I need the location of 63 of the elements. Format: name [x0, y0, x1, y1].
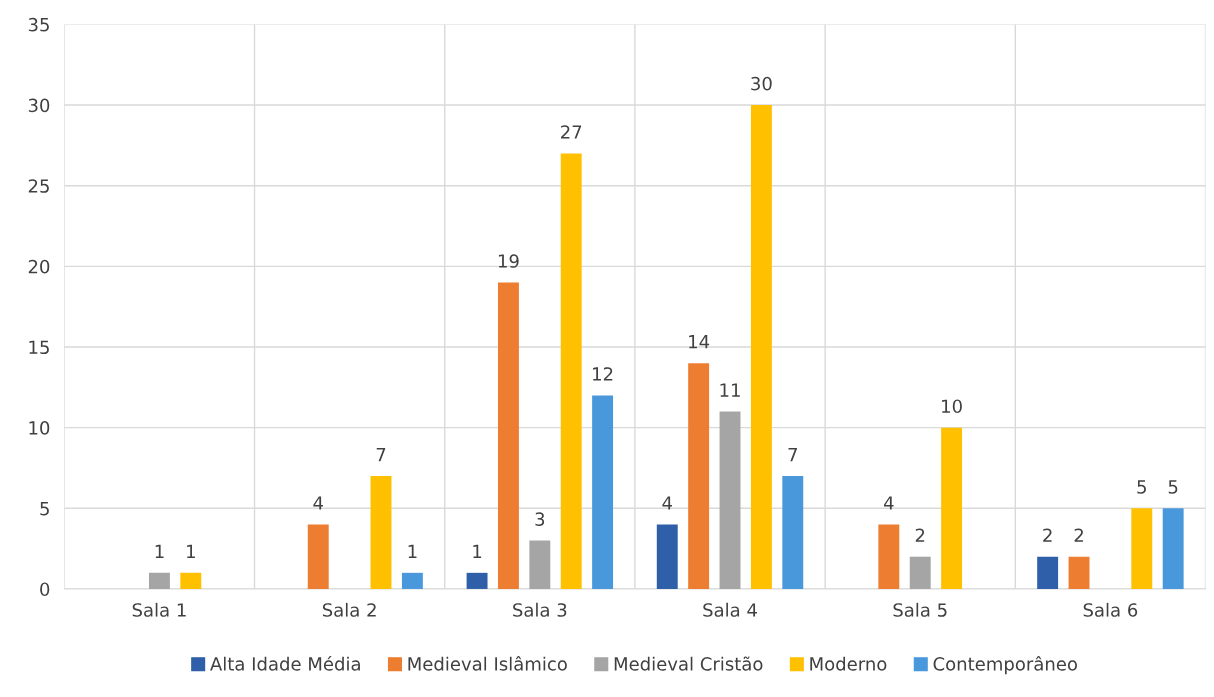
- data-label: 2: [915, 528, 925, 542]
- legend-label: Moderno: [810, 656, 887, 671]
- legend-label: Alta Idade Média: [210, 656, 360, 671]
- x-tick-label: Sala 1: [132, 602, 186, 617]
- y-tick-label: 5: [40, 502, 49, 516]
- data-label: 4: [883, 496, 894, 510]
- data-label: 2: [1074, 528, 1083, 542]
- data-label: 7: [788, 448, 797, 462]
- y-tick-label: 10: [29, 421, 50, 435]
- x-tick-label: Sala 2: [322, 602, 376, 617]
- x-tick-label: Sala 3: [513, 602, 567, 617]
- bar: [750, 105, 772, 589]
- data-label: 1: [408, 544, 417, 558]
- legend-label: Contemporâneo: [933, 656, 1077, 675]
- data-label: 3: [535, 512, 545, 526]
- data-label: 14: [689, 335, 710, 349]
- x-tick-label: Sala 6: [1083, 602, 1138, 617]
- bar: [592, 395, 614, 589]
- bar: [909, 556, 931, 589]
- data-label: 27: [561, 125, 582, 139]
- bar: [782, 476, 804, 589]
- y-tick-label: 15: [29, 340, 49, 355]
- bar: [1068, 556, 1090, 589]
- x-tick-label: Sala 4: [703, 602, 757, 617]
- bar: [688, 363, 710, 589]
- bar: [656, 524, 678, 589]
- data-label: 1: [155, 544, 164, 558]
- y-tick-label: 35: [28, 17, 49, 32]
- data-label: 5: [1168, 480, 1178, 494]
- y-tick-label: 25: [28, 179, 49, 193]
- bar: [1131, 508, 1153, 589]
- data-label: 30: [751, 76, 772, 91]
- data-label: 10: [942, 399, 962, 414]
- x-tick-label: Sala 5: [893, 602, 947, 617]
- bar: [180, 572, 202, 589]
- data-label: 2: [1043, 528, 1052, 542]
- data-label: 12: [593, 367, 613, 381]
- bar: [878, 524, 900, 589]
- data-label: 5: [1137, 480, 1146, 494]
- y-tick-label: 0: [40, 582, 50, 597]
- bar: [466, 572, 488, 589]
- bar: [941, 427, 963, 589]
- legend-label: Medieval Cristão: [614, 656, 763, 671]
- data-label: 11: [720, 383, 740, 397]
- bar: [370, 476, 392, 589]
- y-tick-label: 30: [28, 98, 50, 113]
- bar: [719, 411, 741, 589]
- y-tick-label: 20: [28, 259, 50, 274]
- data-label: 7: [376, 448, 386, 462]
- bar: [529, 540, 551, 589]
- data-label: 1: [473, 544, 482, 558]
- data-label: 4: [662, 496, 672, 510]
- bar: [1037, 556, 1059, 589]
- data-label: 1: [187, 544, 195, 558]
- bar: [307, 524, 329, 589]
- bar: [560, 153, 582, 589]
- bar: [497, 282, 519, 589]
- bar: [401, 572, 423, 589]
- bar: [1162, 508, 1184, 589]
- bar: [148, 572, 170, 589]
- data-label: 4: [313, 496, 323, 510]
- legend-label: Medieval Islâmico: [408, 656, 567, 671]
- data-label: 19: [498, 254, 519, 268]
